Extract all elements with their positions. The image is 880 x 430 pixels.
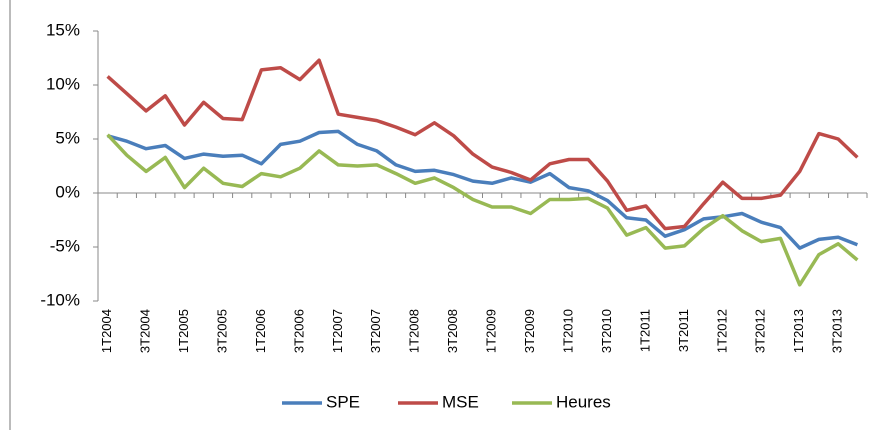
x-tick-label: 3T2013 [830,309,845,353]
series-line [106,133,859,287]
x-tick-label: 3T2005 [214,309,229,353]
x-tick-label: 3T2010 [599,309,614,353]
y-tick-label: -10% [40,290,80,309]
x-tick-label: 1T2013 [791,309,806,353]
x-tick-label: 1T2012 [714,309,729,353]
legend-label: MSE [442,392,479,411]
x-tick-label: 1T2010 [560,309,575,353]
x-tick-label: 1T2011 [637,309,652,352]
series-line [106,58,859,231]
legend-label: Heures [556,392,611,411]
x-tick-label: 3T2009 [522,309,537,353]
x-tick-label: 3T2008 [445,309,460,353]
series-line [107,129,859,250]
x-tick-label: 1T2005 [176,309,191,353]
x-tick-label: 1T2008 [407,309,422,353]
y-tick-label: 10% [46,74,80,93]
x-tick-label: 3T2006 [291,309,306,353]
x-tick-label: 1T2009 [484,309,499,353]
x-tick-label: 3T2004 [138,309,153,353]
x-tick-label: 1T2006 [253,309,268,353]
x-tick-label: 3T2007 [368,309,383,353]
legend-label: SPE [326,392,360,411]
y-tick-label: 0% [55,182,80,201]
x-tick-label: 3T2011 [676,309,691,352]
x-tick-label: 1T2004 [99,309,114,353]
x-tick-label: 1T2007 [330,309,345,353]
y-tick-label: 15% [46,20,80,39]
y-tick-label: -5% [50,236,80,255]
x-tick-label: 3T2012 [753,309,768,353]
y-tick-label: 5% [55,128,80,147]
